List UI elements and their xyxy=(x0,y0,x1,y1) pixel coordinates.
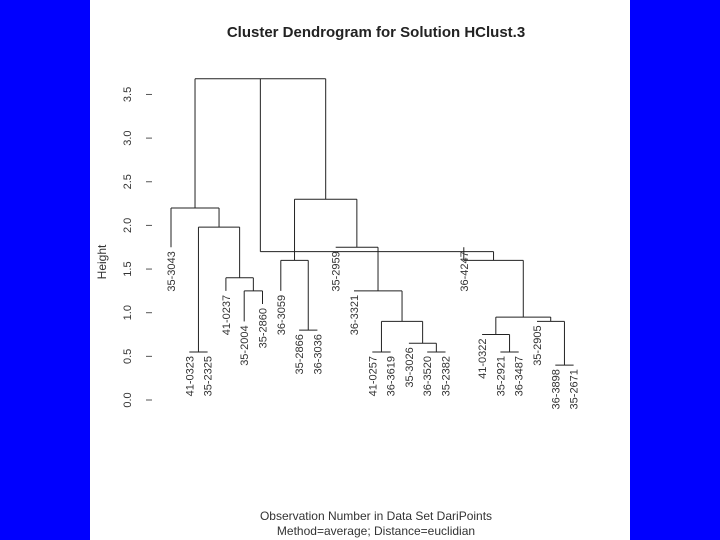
leaf-label: 36-3487 xyxy=(514,356,526,396)
leaf-label: 36-3059 xyxy=(276,295,288,335)
y-tick-label: 1.5 xyxy=(122,261,134,276)
leaf-label: 36-3619 xyxy=(386,356,398,396)
y-tick-label: 2.0 xyxy=(122,218,134,233)
x-axis-title-line1: Observation Number in Data Set DariPoint… xyxy=(260,509,492,523)
x-axis-title-line2: Method=average; Distance=euclidian xyxy=(277,524,475,538)
leaf-label: 35-2866 xyxy=(294,334,306,374)
leaf-label: 36-3898 xyxy=(550,369,562,409)
leaf-label: 35-2959 xyxy=(331,251,343,291)
y-tick-label: 3.5 xyxy=(122,87,134,102)
leaf-label: 35-2671 xyxy=(569,369,581,409)
y-axis-title: Height xyxy=(95,244,109,279)
dendrogram-chart: Cluster Dendrogram for Solution HClust.3… xyxy=(95,24,581,538)
leaf-label: 36-3321 xyxy=(349,295,361,335)
leaf-label: 35-2905 xyxy=(532,325,544,365)
leaf-label: 36-3036 xyxy=(312,334,324,374)
chart-title: Cluster Dendrogram for Solution HClust.3 xyxy=(227,24,525,41)
leaf-label: 35-3043 xyxy=(166,251,178,291)
y-tick-label: 2.5 xyxy=(122,174,134,189)
leaf-label: 41-0322 xyxy=(477,339,489,379)
leaf-label: 35-2004 xyxy=(239,325,251,365)
leaf-label: 35-3026 xyxy=(404,347,416,387)
y-tick-label: 0.0 xyxy=(122,392,134,407)
leaf-label: 35-2860 xyxy=(258,308,270,348)
leaf-label: 41-0237 xyxy=(221,295,233,335)
y-tick-label: 1.0 xyxy=(122,305,134,320)
leaf-label: 35-2382 xyxy=(441,356,453,396)
y-tick-label: 3.0 xyxy=(122,130,134,145)
leaf-label: 41-0257 xyxy=(367,356,379,396)
y-axis: 0.0 0.5 1.0 1.5 2.0 2.5 3.0 3.5 xyxy=(122,87,152,408)
y-tick-label: 0.5 xyxy=(122,349,134,364)
leaf-label: 41-0323 xyxy=(184,356,196,396)
dendrogram-links xyxy=(170,78,574,366)
leaf-label: 35-2921 xyxy=(495,356,507,396)
leaf-label: 36-3520 xyxy=(422,356,434,396)
slide-panel: Cluster Dendrogram for Solution HClust.3… xyxy=(90,0,630,540)
leaf-label: 35-2325 xyxy=(203,356,215,396)
leaf-label: 36-4247 xyxy=(459,251,471,291)
leaf-labels: 35-3043 41-0323 35-2325 41-0237 35-2004 35-28… xyxy=(166,251,581,409)
